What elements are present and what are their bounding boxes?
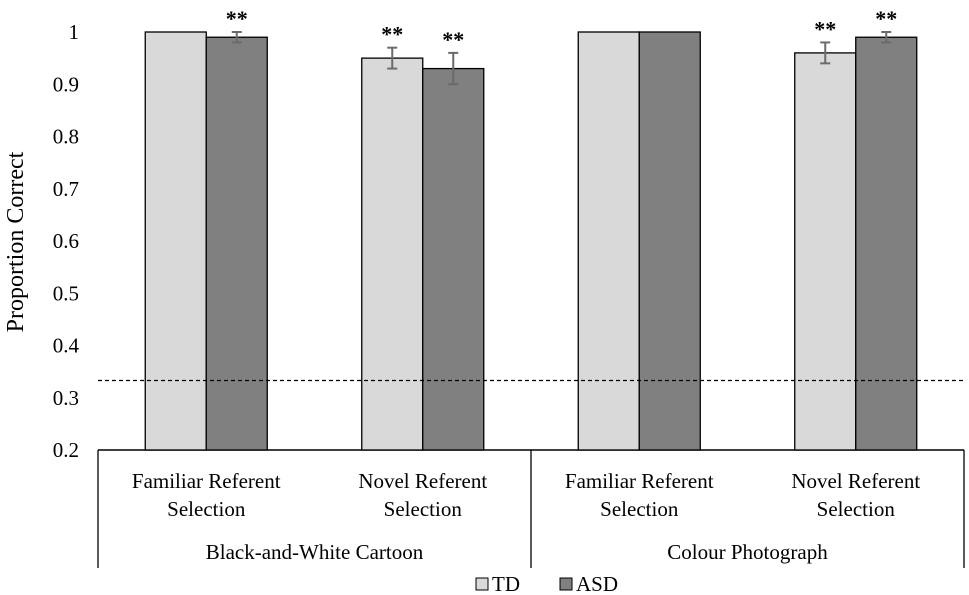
legend-swatch-td: [475, 577, 489, 591]
category-label-line1: Novel Referent: [358, 469, 487, 493]
group-label: Black-and-White Cartoon: [206, 540, 424, 564]
category-labels: Familiar Referent Selection Novel Referent…: [132, 469, 920, 521]
significance-label: **: [381, 22, 403, 47]
y-tick-label: 0.6: [53, 229, 79, 253]
category-label-line2: Selection: [167, 497, 246, 521]
bar-asd: [422, 67, 485, 451]
significance-label: **: [875, 6, 897, 31]
bars-layer: ** ** ** ** **: [144, 6, 918, 451]
y-axis-ticks: 0.2 0.3 0.4 0.5 0.6 0.7 0.8 0.9 1: [53, 20, 80, 462]
y-tick-label: 0.5: [53, 281, 79, 305]
category-label-line2: Selection: [817, 497, 896, 521]
bar-asd: [205, 36, 268, 451]
y-axis-title: Proportion Correct: [3, 151, 29, 332]
significance-label: **: [442, 27, 464, 52]
y-tick-label: 0.7: [53, 177, 79, 201]
category-label-line1: Familiar Referent: [565, 469, 714, 493]
group-label: Colour Photograph: [667, 540, 828, 564]
category-label-line2: Selection: [384, 497, 463, 521]
significance-label: **: [814, 16, 836, 41]
bar-td: [144, 31, 207, 451]
bar-asd: [855, 36, 918, 451]
bar-td: [577, 31, 640, 451]
legend-swatch-asd: [559, 577, 573, 591]
legend: TD ASD: [475, 572, 618, 595]
legend-label-td: TD: [492, 572, 520, 595]
group-labels: Black-and-White Cartoon Colour Photograph: [97, 450, 965, 568]
significance-label: **: [226, 6, 248, 31]
bar-asd: [638, 31, 701, 451]
y-tick-label: 0.3: [53, 386, 79, 410]
category-label-line2: Selection: [600, 497, 679, 521]
y-tick-label: 0.4: [53, 334, 80, 358]
bar-td: [794, 52, 857, 451]
y-tick-label: 0.9: [53, 72, 79, 96]
category-label-line1: Familiar Referent: [132, 469, 281, 493]
y-tick-label: 0.8: [53, 125, 79, 149]
category-label-line1: Novel Referent: [791, 469, 920, 493]
y-tick-label: 1: [69, 20, 80, 44]
bar-td: [361, 57, 424, 451]
legend-label-asd: ASD: [576, 572, 618, 595]
y-tick-label: 0.2: [53, 438, 79, 462]
